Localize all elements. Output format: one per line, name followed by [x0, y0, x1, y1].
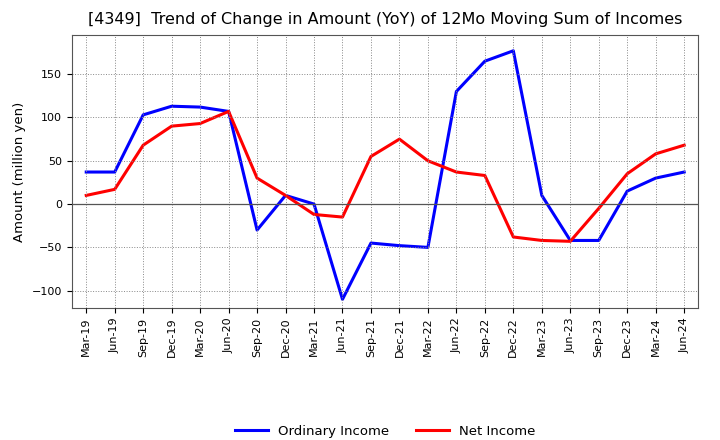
Net Income [452, 169, 461, 175]
Ordinary Income [595, 238, 603, 243]
Ordinary Income [623, 188, 631, 194]
Ordinary Income [139, 112, 148, 117]
Ordinary Income [509, 48, 518, 53]
Net Income [196, 121, 204, 126]
Ordinary Income [395, 243, 404, 248]
Ordinary Income [480, 59, 489, 64]
Ordinary Income [310, 202, 318, 207]
Ordinary Income [452, 89, 461, 94]
Y-axis label: Amount (million yen): Amount (million yen) [14, 102, 27, 242]
Net Income [480, 173, 489, 178]
Ordinary Income [110, 169, 119, 175]
Line: Ordinary Income: Ordinary Income [86, 51, 684, 299]
Net Income [282, 193, 290, 198]
Ordinary Income [82, 169, 91, 175]
Line: Net Income: Net Income [86, 111, 684, 241]
Net Income [537, 238, 546, 243]
Net Income [395, 136, 404, 142]
Net Income [82, 193, 91, 198]
Ordinary Income [566, 238, 575, 243]
Ordinary Income [338, 297, 347, 302]
Net Income [110, 187, 119, 192]
Ordinary Income [196, 104, 204, 110]
Ordinary Income [167, 103, 176, 109]
Net Income [423, 158, 432, 163]
Net Income [623, 171, 631, 176]
Net Income [253, 176, 261, 181]
Ordinary Income [537, 193, 546, 198]
Net Income [139, 143, 148, 148]
Ordinary Income [253, 227, 261, 233]
Legend: Ordinary Income, Net Income: Ordinary Income, Net Income [230, 420, 541, 440]
Net Income [338, 214, 347, 220]
Net Income [652, 151, 660, 157]
Net Income [566, 238, 575, 244]
Net Income [310, 212, 318, 217]
Ordinary Income [652, 176, 660, 181]
Title: [4349]  Trend of Change in Amount (YoY) of 12Mo Moving Sum of Incomes: [4349] Trend of Change in Amount (YoY) o… [88, 12, 683, 27]
Ordinary Income [423, 245, 432, 250]
Ordinary Income [680, 169, 688, 175]
Net Income [509, 235, 518, 240]
Ordinary Income [366, 240, 375, 246]
Net Income [366, 154, 375, 159]
Ordinary Income [225, 109, 233, 114]
Net Income [680, 143, 688, 148]
Net Income [225, 109, 233, 114]
Net Income [595, 206, 603, 211]
Ordinary Income [282, 193, 290, 198]
Net Income [167, 124, 176, 129]
